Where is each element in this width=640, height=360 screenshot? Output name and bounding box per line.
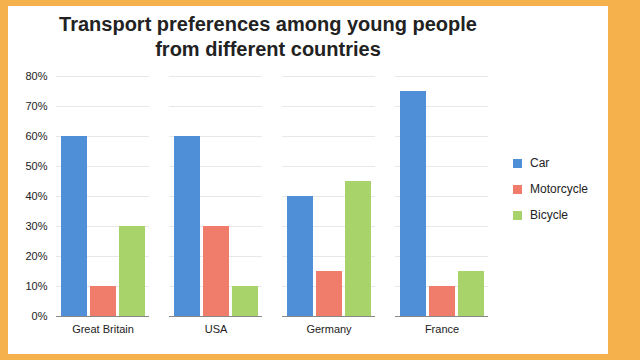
svg-text:USA: USA — [205, 323, 228, 335]
html-text:Car: Car — [530, 156, 550, 170]
svg-text:20%: 20% — [25, 250, 47, 262]
html-text:Transport preferences among yo: Transport preferences among young people… — [59, 13, 477, 60]
svg-text:40%: 40% — [25, 190, 47, 202]
svg-text:Germany: Germany — [306, 323, 352, 335]
svg-text:Great Britain: Great Britain — [72, 323, 134, 335]
svg-text:10%: 10% — [25, 280, 47, 292]
html-text:Motorcycle: Motorcycle — [530, 182, 588, 196]
html-text:Bicycle: Bicycle — [530, 208, 568, 222]
svg-text:80%: 80% — [25, 70, 47, 82]
svg-text:50%: 50% — [25, 160, 47, 172]
svg-text:70%: 70% — [25, 100, 47, 112]
svg-text:France: France — [425, 323, 459, 335]
svg-text:30%: 30% — [25, 220, 47, 232]
svg-text:60%: 60% — [25, 130, 47, 142]
svg-text:0%: 0% — [32, 310, 48, 322]
